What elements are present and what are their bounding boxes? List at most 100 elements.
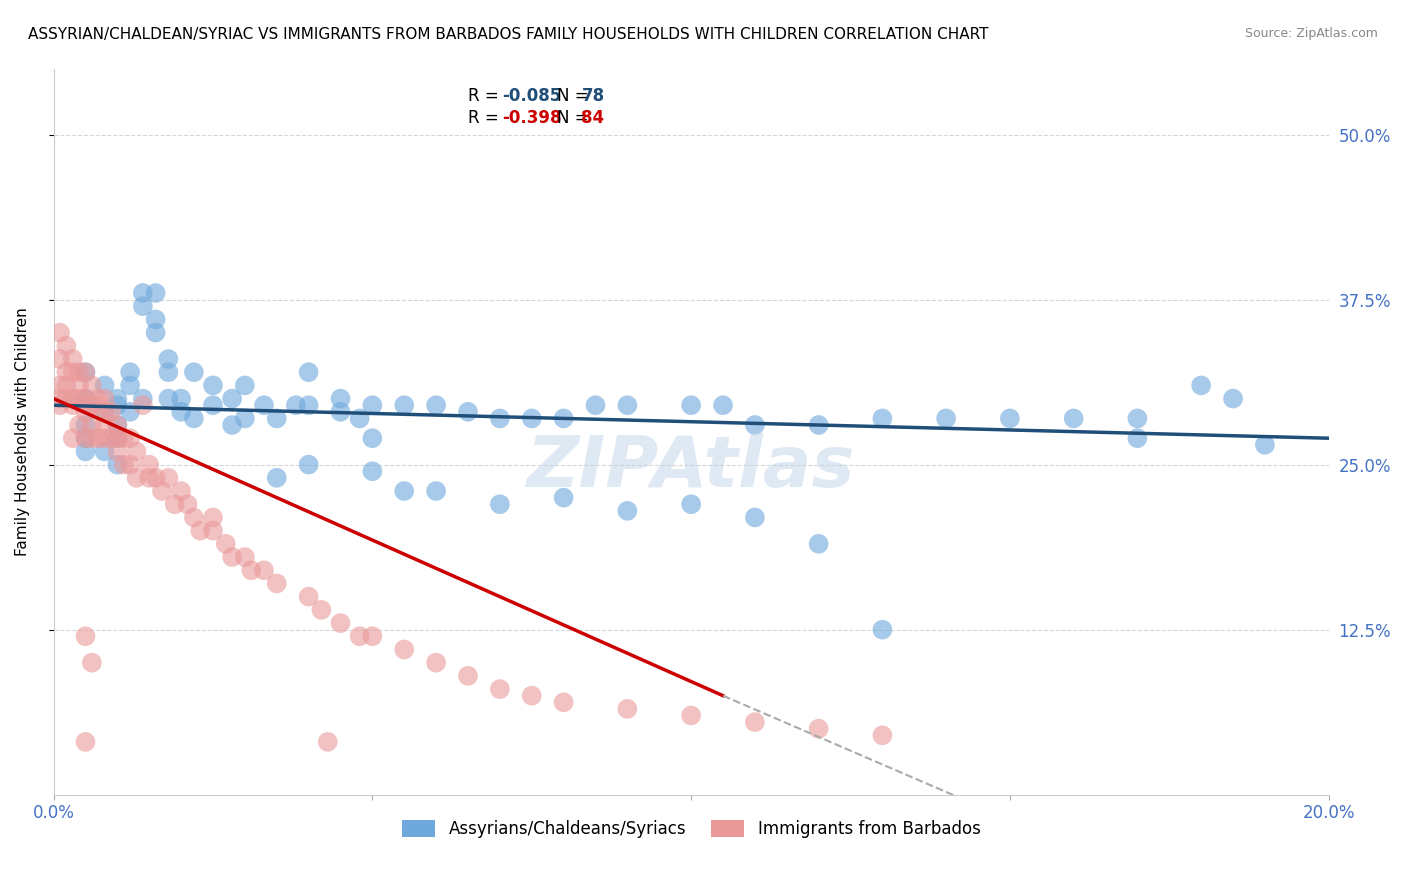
Point [87,398,110,412]
Point [105,392,128,406]
Point [157,392,180,406]
Point [681,398,703,412]
Point [681,497,703,511]
Point [87,392,110,406]
Point [1189,378,1212,392]
Point [298,365,321,379]
Point [75,405,97,419]
Point [105,458,128,472]
Point [183,510,205,524]
Point [711,398,734,412]
Point [67,392,90,406]
Point [49,326,72,340]
Point [125,471,148,485]
Point [998,411,1021,425]
Point [132,299,155,313]
Point [553,411,575,425]
Point [157,351,180,366]
Point [75,431,97,445]
Point [62,431,84,445]
Point [49,392,72,406]
Point [298,590,321,604]
Point [1126,411,1149,425]
Point [120,365,142,379]
Point [807,722,830,736]
Point [163,497,186,511]
Point [183,365,205,379]
Point [361,629,384,643]
Point [240,563,263,577]
Point [55,339,77,353]
Point [188,524,211,538]
Point [872,411,894,425]
Point [55,365,77,379]
Point [394,398,416,412]
Point [49,378,72,392]
Point [93,431,115,445]
Point [744,417,766,432]
Point [93,392,115,406]
Point [120,431,142,445]
Point [75,398,97,412]
Point [105,417,128,432]
Point [75,431,97,445]
Point [233,549,256,564]
Point [298,458,321,472]
Point [87,431,110,445]
Point [49,398,72,412]
Point [75,365,97,379]
Text: ZIPAtlas: ZIPAtlas [527,434,855,502]
Point [266,576,288,591]
Point [75,365,97,379]
Point [585,398,607,412]
Point [329,616,352,631]
Point [298,398,321,412]
Point [120,378,142,392]
Point [872,728,894,742]
Point [105,417,128,432]
Point [807,537,830,551]
Point [616,504,638,518]
Point [62,351,84,366]
Point [120,458,142,472]
Point [80,398,103,412]
Text: N =: N = [557,87,595,105]
Point [744,715,766,730]
Point [1063,411,1085,425]
Point [145,326,167,340]
Point [100,431,122,445]
Point [183,411,205,425]
Point [681,708,703,723]
Point [221,549,243,564]
Point [132,392,155,406]
Point [93,405,115,419]
Point [75,417,97,432]
Point [349,411,371,425]
Point [233,378,256,392]
Point [553,695,575,709]
Point [361,431,384,445]
Point [201,510,224,524]
Point [62,398,84,412]
Point [75,392,97,406]
Point [170,405,193,419]
Point [553,491,575,505]
Point [112,458,135,472]
Point [75,735,97,749]
Point [266,411,288,425]
Point [215,537,238,551]
Point [425,483,447,498]
Point [394,642,416,657]
Point [105,444,128,458]
Point [105,431,128,445]
Point [425,398,447,412]
Point [75,392,97,406]
Point [316,735,339,749]
Point [150,483,173,498]
Point [457,405,479,419]
Y-axis label: Family Households with Children: Family Households with Children [15,307,30,556]
Point [93,444,115,458]
Point [457,669,479,683]
Point [170,392,193,406]
Point [284,398,307,412]
